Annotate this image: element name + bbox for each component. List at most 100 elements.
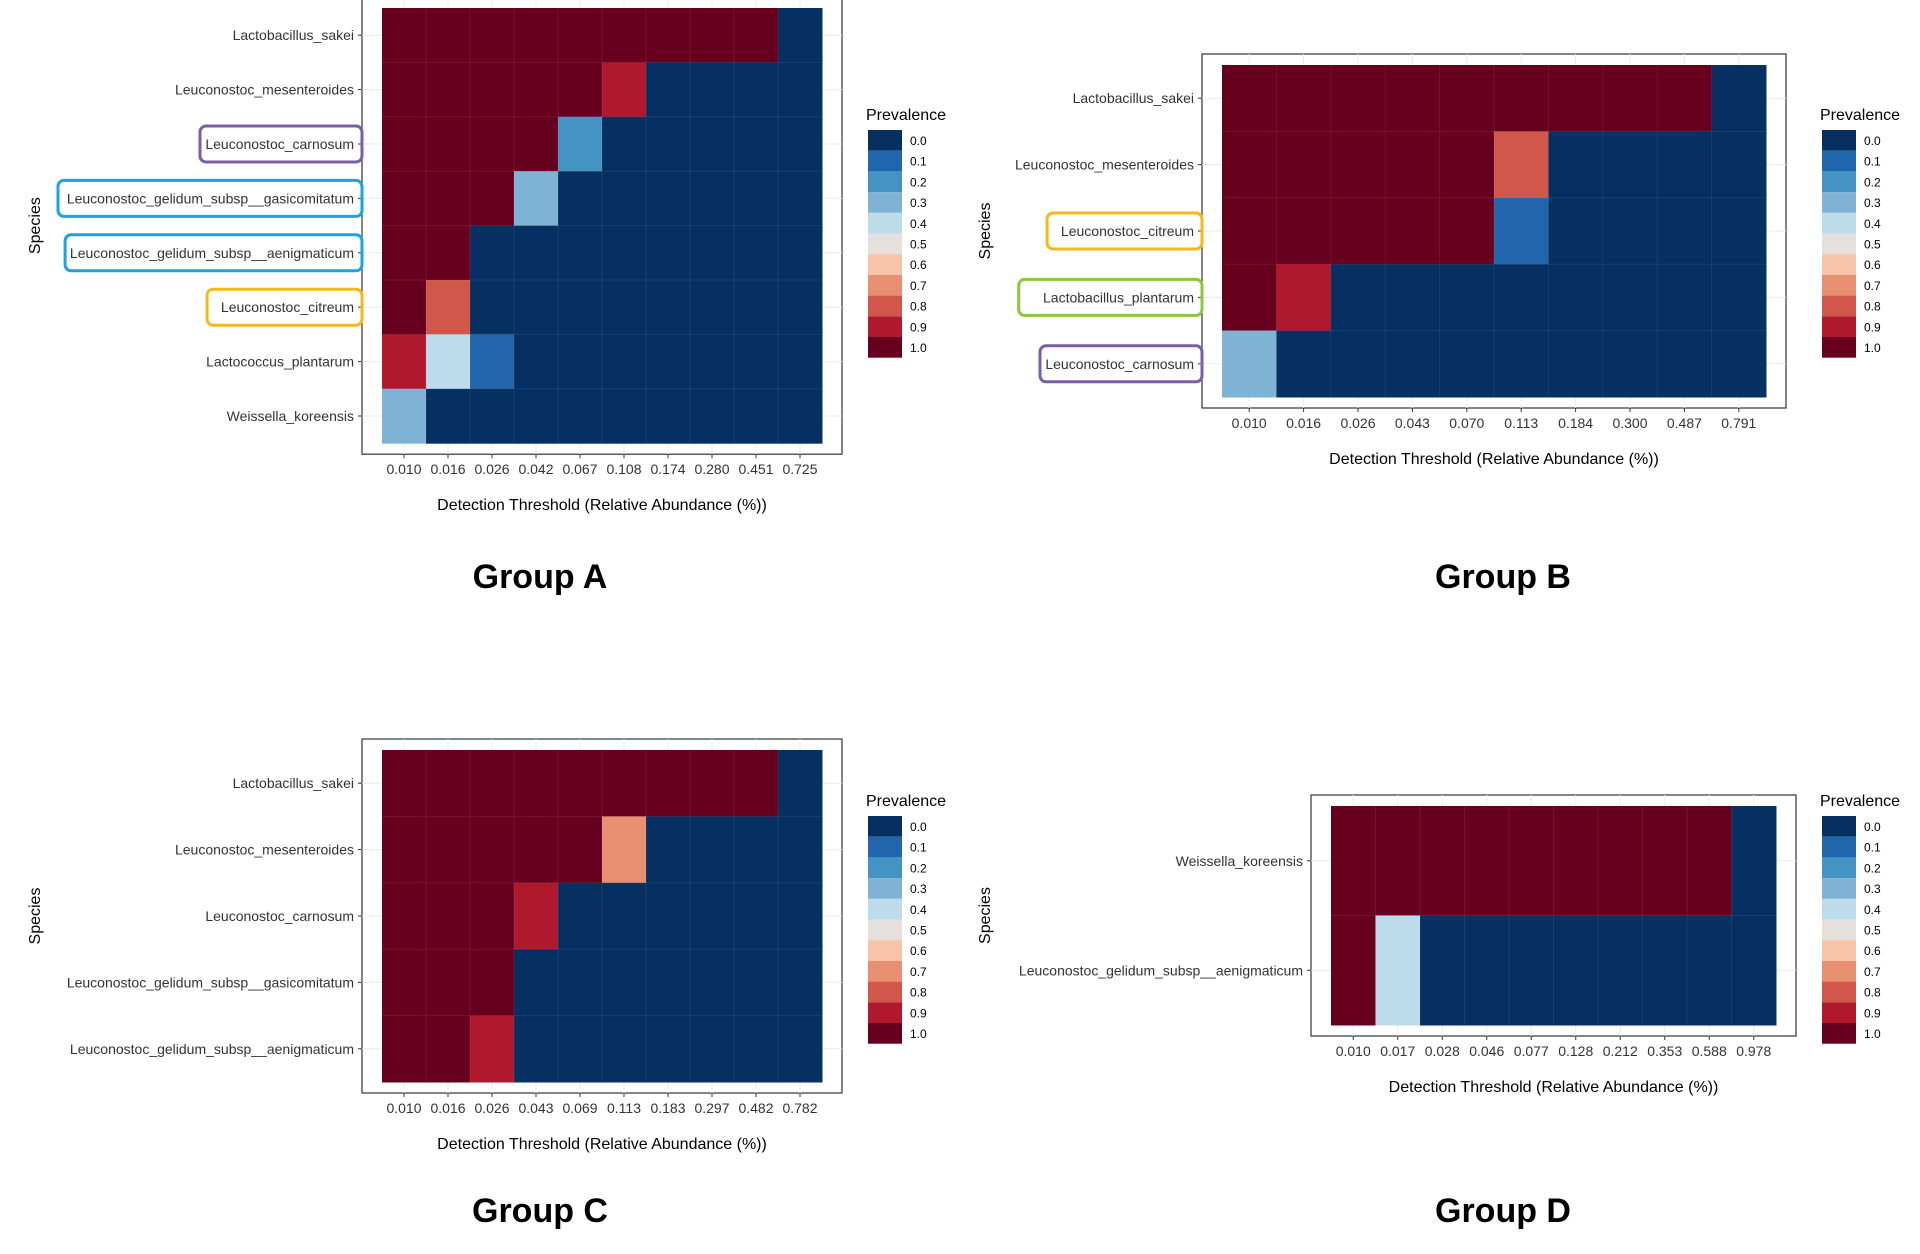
heatmap-cell xyxy=(734,1015,779,1083)
y-tick-label: Leuconostoc_carnosum xyxy=(205,136,354,152)
x-tick-label: 0.113 xyxy=(607,1100,641,1116)
legend-label: 0.0 xyxy=(910,134,927,148)
heatmap-panel-1: Lactobacillus_sakei Leuconostoc_mesentero… xyxy=(27,0,946,596)
heatmap-cell xyxy=(1548,264,1604,332)
legend-label: 0.1 xyxy=(910,155,927,169)
heatmap-cell xyxy=(1602,131,1658,199)
legend-label: 0.3 xyxy=(1864,196,1881,210)
y-tick-label: Leuconostoc_gelidum_subsp__aenigmaticum xyxy=(1019,962,1303,978)
legend-label: 0.7 xyxy=(910,279,927,293)
heatmap-cell xyxy=(1222,264,1277,332)
heatmap-cell xyxy=(690,225,735,281)
y-tick-label: Lactobacillus_plantarum xyxy=(1043,289,1194,305)
legend-swatch xyxy=(1822,337,1856,358)
heatmap-cell xyxy=(426,62,471,118)
x-tick-label: 0.588 xyxy=(1692,1043,1727,1059)
legend-swatch xyxy=(1822,212,1856,234)
x-axis-title: Detection Threshold (Relative Abundance … xyxy=(1329,451,1659,468)
heatmap-cell xyxy=(778,62,823,118)
x-tick-label: 0.212 xyxy=(1603,1043,1638,1059)
heatmap-cell xyxy=(558,882,603,950)
heatmap-cell xyxy=(602,62,647,118)
x-tick-label: 0.067 xyxy=(562,461,597,477)
heatmap-cell xyxy=(646,882,691,950)
y-axis-title: Species xyxy=(977,203,994,260)
heatmap-panel-2: Lactobacillus_sakei Leuconostoc_mesentero… xyxy=(977,53,1900,596)
legend-label: 0.5 xyxy=(1864,924,1881,938)
legend-label: 0.7 xyxy=(1864,965,1881,979)
legend-swatch xyxy=(1822,192,1856,213)
legend-swatch xyxy=(1822,836,1856,858)
heatmap-cell xyxy=(1602,264,1658,332)
heatmap-panel-4: Weissella_koreensis Leuconostoc_gelidum_s… xyxy=(977,793,1900,1230)
x-tick-label: 0.069 xyxy=(562,1100,597,1116)
heatmap-cell xyxy=(558,750,603,817)
x-tick-label: 0.070 xyxy=(1449,415,1484,431)
heatmap-cell xyxy=(690,171,735,227)
legend-label: 0.1 xyxy=(1864,841,1881,855)
legend-label: 0.4 xyxy=(1864,217,1881,231)
legend-label: 0.4 xyxy=(910,903,927,917)
heatmap-cell xyxy=(1548,330,1604,398)
heatmap-cell xyxy=(734,280,779,335)
legend-label: 0.0 xyxy=(1864,820,1881,834)
legend-swatch xyxy=(1822,274,1856,296)
y-tick-label: Leuconostoc_gelidum_subsp__aenigmaticum xyxy=(70,245,354,261)
heatmap-cell xyxy=(734,882,779,950)
x-tick-label: 0.017 xyxy=(1380,1043,1415,1059)
heatmap-cell xyxy=(1439,65,1495,132)
legend-swatch xyxy=(868,295,902,317)
legend-swatch xyxy=(1822,295,1856,317)
heatmap-cell xyxy=(1385,65,1441,132)
heatmap-cell xyxy=(778,116,823,172)
heatmap-cell xyxy=(470,388,515,444)
legend-swatch xyxy=(1822,816,1856,837)
heatmap-cell xyxy=(1687,915,1732,1026)
legend-label: 0.1 xyxy=(1864,155,1881,169)
heatmap-cell xyxy=(646,1015,691,1083)
heatmap-cell xyxy=(1642,915,1688,1026)
heatmap-cell xyxy=(602,334,647,390)
legend-label: 0.9 xyxy=(1864,1006,1881,1020)
y-tick-label: Leuconostoc_gelidum_subsp__gasicomitatum xyxy=(67,190,354,206)
heatmap-cell xyxy=(514,816,559,884)
heatmap-cell xyxy=(426,1015,471,1083)
heatmap-cell xyxy=(1711,264,1767,332)
heatmap-cell xyxy=(646,171,691,227)
x-tick-label: 0.026 xyxy=(474,1100,509,1116)
x-tick-label: 0.353 xyxy=(1647,1043,1682,1059)
heatmap-cell xyxy=(514,225,559,281)
heatmap-cell xyxy=(646,334,691,390)
heatmap-cell xyxy=(426,816,471,884)
heatmap-cell xyxy=(1222,330,1277,398)
heatmap-cell xyxy=(470,334,515,390)
heatmap-cell xyxy=(382,882,427,950)
heatmap-cell xyxy=(1222,197,1277,265)
heatmap-cell xyxy=(382,334,427,390)
legend-swatch xyxy=(868,816,902,837)
heatmap-cell xyxy=(690,280,735,335)
heatmap-cell xyxy=(1494,197,1549,265)
heatmap-cell xyxy=(1687,806,1732,916)
heatmap-panel-3: Lactobacillus_sakei Leuconostoc_mesentero… xyxy=(27,738,946,1230)
x-tick-label: 0.028 xyxy=(1425,1043,1460,1059)
y-tick-label: Lactobacillus_sakei xyxy=(1073,90,1194,106)
heatmap-cell xyxy=(690,8,735,63)
legend-swatch xyxy=(868,337,902,358)
heatmap-cell xyxy=(1222,65,1277,132)
heatmap-cell xyxy=(646,116,691,172)
heatmap-cell xyxy=(690,750,735,817)
heatmap-cell xyxy=(382,816,427,884)
heatmap-cell xyxy=(778,882,823,950)
legend-swatch xyxy=(868,981,902,1003)
heatmap-cell xyxy=(1439,264,1495,332)
legend-title: Prevalence xyxy=(866,793,946,810)
heatmap-cell xyxy=(646,62,691,118)
legend-swatch xyxy=(1822,316,1856,337)
heatmap-cell xyxy=(470,225,515,281)
heatmap-cell xyxy=(426,750,471,817)
heatmap-cell xyxy=(470,949,515,1017)
legend-label: 0.1 xyxy=(910,841,927,855)
legend-label: 0.2 xyxy=(910,861,927,875)
heatmap-cell xyxy=(382,949,427,1017)
